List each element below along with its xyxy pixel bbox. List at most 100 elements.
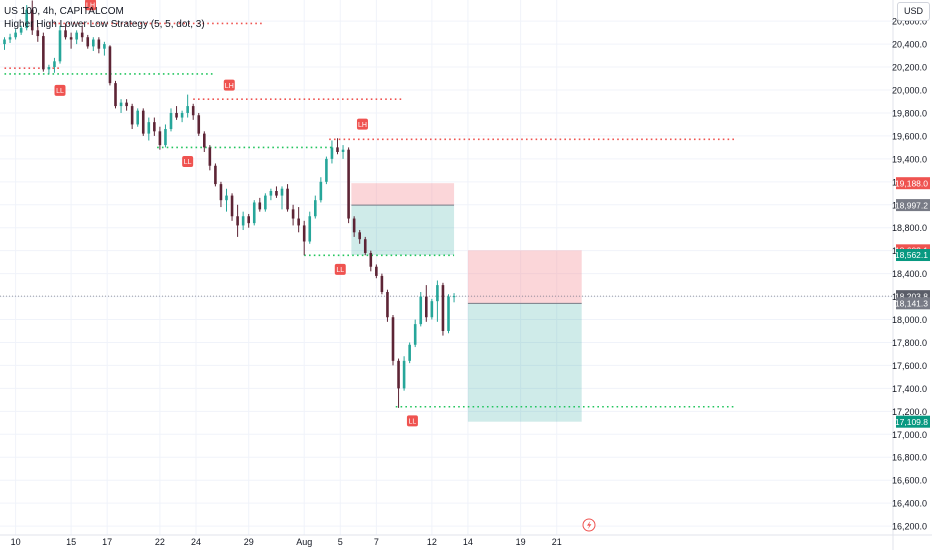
pivot-badge-label: LL (409, 419, 417, 426)
lightning-icon[interactable] (582, 518, 596, 532)
y-tick-label: 18,000.0 (892, 315, 927, 325)
candle-body (341, 149, 345, 152)
candle-body (358, 232, 361, 240)
price-tag-label: 17,109.8 (895, 417, 928, 427)
candle-body (186, 106, 189, 113)
candle-body (30, 9, 34, 31)
pivot-badge (85, 0, 97, 11)
pivot-badge-label: LL (56, 88, 64, 95)
candle-body (169, 112, 173, 130)
candle-body (252, 202, 256, 224)
candle-body (203, 133, 206, 148)
candle-body (258, 202, 262, 210)
candle-body (53, 61, 56, 68)
pivot-badge (406, 415, 418, 427)
candle-body (130, 106, 134, 125)
candle-body (141, 110, 145, 134)
y-tick-label: 17,400.0 (892, 384, 927, 394)
y-tick-label: 16,600.0 (892, 476, 927, 486)
candle-body (103, 44, 106, 49)
price-tag-label: 18,141.3 (895, 299, 928, 309)
candle-body (197, 115, 201, 134)
candle-body (214, 165, 217, 185)
candle-body (180, 112, 184, 118)
position-zones (0, 183, 893, 422)
x-tick-label: 21 (552, 537, 562, 547)
candle-body (419, 296, 423, 325)
y-tick-label: 16,800.0 (892, 453, 927, 463)
x-tick-label: 14 (463, 537, 473, 547)
candle-body (236, 216, 239, 226)
price-tag (896, 297, 930, 310)
candle-body (319, 181, 323, 201)
candle-body (297, 218, 300, 226)
y-tick-label: 16,400.0 (892, 499, 927, 509)
candle-body (42, 36, 45, 70)
candle-body (175, 112, 178, 118)
price-axis[interactable]: 20,600.0 20,400.0 20,200.0 20,000.0 19,800.0… (892, 0, 927, 550)
candle-body (247, 216, 250, 224)
y-tick-label: 18,400.0 (892, 269, 927, 279)
candle-body (275, 190, 278, 196)
x-tick-label: 22 (155, 537, 165, 547)
candle-body (425, 296, 428, 318)
x-tick-label: 29 (244, 537, 254, 547)
candle-body (397, 360, 400, 389)
candle-body (330, 147, 334, 159)
y-tick-label: 19,800.0 (892, 108, 927, 118)
y-tick-label: 19,400.0 (892, 154, 927, 164)
candle-body (308, 216, 312, 242)
y-tick-label: 17,000.0 (892, 430, 927, 440)
y-tick-label: 18,800.0 (892, 223, 927, 233)
candle-body (119, 102, 123, 107)
pivot-badge-label: LH (86, 2, 95, 9)
y-tick-label: 20,600.0 (892, 17, 927, 27)
y-tick-label: 17,800.0 (892, 338, 927, 348)
y-tick-label: 20,200.0 (892, 63, 927, 73)
candle-body (230, 195, 234, 217)
candle-body (291, 209, 295, 219)
currency-button[interactable]: USD (897, 2, 930, 21)
y-tick-label: 17,600.0 (892, 361, 927, 371)
pivot-badge (356, 118, 368, 130)
candle-body (314, 200, 317, 217)
candle-body (413, 324, 417, 345)
stop-loss-zone (467, 250, 582, 304)
y-tick-label: 17,200.0 (892, 407, 927, 417)
candle-body (92, 39, 95, 47)
candle-body (36, 30, 40, 37)
candle-body (436, 285, 439, 302)
candle-body (380, 275, 384, 292)
candle-body (158, 131, 162, 146)
pivot-badge-label: LL (336, 267, 344, 274)
candle-body (97, 39, 101, 49)
candle-body (430, 301, 434, 318)
time-axis[interactable]: 10 15 17 22 24 29 Aug 5 7 12 14 19 21 (0, 534, 932, 547)
candle-body (280, 188, 284, 196)
candle-body (264, 195, 267, 210)
price-tag-label: 19,188.0 (895, 178, 928, 188)
pivot-badge (54, 84, 66, 96)
candle-body (64, 30, 67, 38)
take-profit-zone (351, 205, 455, 256)
candle-body (8, 37, 12, 40)
y-tick-label: 19,600.0 (892, 131, 927, 141)
candle-body (75, 32, 78, 40)
lightning-icon-bolt (587, 520, 592, 530)
candle-body (286, 188, 289, 210)
candle-body (408, 344, 411, 361)
candle-body (191, 106, 195, 116)
price-tag (896, 249, 930, 262)
x-tick-label: 19 (516, 537, 526, 547)
candle-body (3, 39, 6, 45)
candle-body (441, 285, 445, 332)
candle-body (47, 67, 51, 70)
price-tag-label: 18,562.1 (895, 250, 928, 260)
candle-body (386, 291, 389, 318)
candle-body (114, 83, 117, 107)
candle-body (269, 190, 273, 196)
pivot-badge (223, 79, 235, 91)
price-tag (896, 177, 930, 190)
candle-body (125, 102, 128, 107)
